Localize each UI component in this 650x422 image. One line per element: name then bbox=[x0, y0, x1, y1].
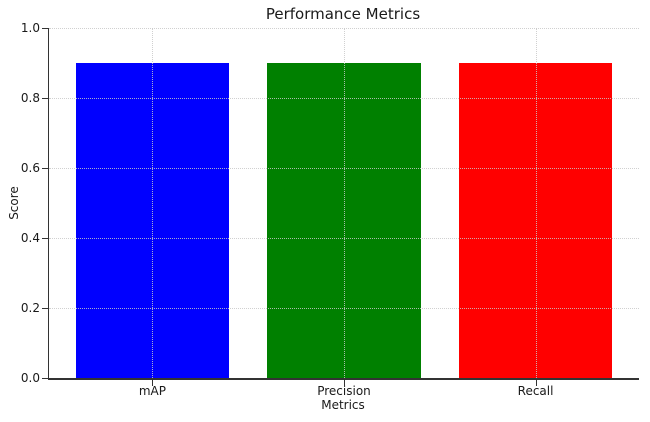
y-tick-mark bbox=[42, 238, 48, 239]
gridline-horizontal bbox=[49, 98, 639, 99]
gridline-vertical bbox=[152, 28, 154, 378]
gridline-horizontal bbox=[49, 308, 639, 309]
y-tick-label: 0.8 bbox=[20, 91, 40, 105]
gridline-horizontal bbox=[49, 238, 639, 239]
y-tick-label: 0.6 bbox=[20, 161, 40, 175]
x-tick-mark bbox=[152, 380, 154, 386]
y-tick-mark bbox=[42, 378, 48, 379]
y-tick-mark bbox=[42, 28, 48, 29]
y-tick-mark bbox=[42, 98, 48, 99]
plot-area: mAP Precision Recall 0.0 0.2 0.4 0.6 0.8 1.0 bbox=[21, 21, 639, 398]
gridline-vertical bbox=[344, 28, 345, 378]
x-axis-label: Metrics bbox=[321, 398, 365, 412]
bar-map bbox=[75, 63, 230, 378]
y-tick-mark bbox=[42, 168, 48, 169]
x-tick-label: Recall bbox=[517, 384, 554, 398]
gridline-horizontal bbox=[49, 28, 639, 29]
y-tick-mark bbox=[42, 308, 48, 309]
y-tick-label: 0.4 bbox=[20, 231, 40, 245]
chart-title: Performance Metrics bbox=[265, 5, 421, 23]
y-axis-label: Score bbox=[7, 186, 21, 220]
x-tick-label: Precision bbox=[317, 384, 371, 398]
gridline-vertical bbox=[535, 28, 537, 378]
x-tick-mark bbox=[344, 380, 345, 386]
x-tick-label: mAP bbox=[138, 384, 167, 398]
gridline-horizontal bbox=[49, 168, 639, 169]
x-tick-mark bbox=[535, 380, 537, 386]
bar-precision bbox=[267, 63, 421, 378]
y-tick-label: 0.0 bbox=[20, 371, 40, 385]
y-tick-label: 1.0 bbox=[20, 21, 40, 35]
y-tick-label: 0.2 bbox=[20, 301, 40, 315]
bar-recall bbox=[458, 63, 613, 378]
